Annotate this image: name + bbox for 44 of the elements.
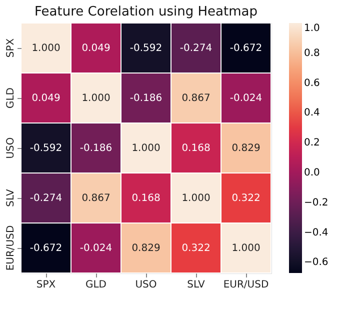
chart-title: Feature Corelation using Heatmap [34,4,258,20]
data-label: 0.049 [82,43,110,54]
y-tick-label: GLD [6,87,16,109]
y-tick-label: USO [6,137,16,159]
data-label: -0.592 [30,143,62,154]
data-label: -0.024 [230,93,262,104]
color-bar-label: 0.6 [304,78,320,89]
data-label: 0.867 [82,193,110,204]
y-tick-label: SLV [6,189,16,207]
x-tick-label: SPX [36,280,56,290]
color-bar-label: −0.6 [304,257,328,268]
data-label: 0.322 [182,243,210,254]
color-bar-label: −0.2 [304,197,328,208]
data-label: -0.274 [180,43,212,54]
color-bar-label: 1.0 [304,23,320,34]
x-tick-label: USO [135,280,157,290]
data-label: 1.000 [32,43,60,54]
data-label: 1.000 [232,243,260,254]
data-label: -0.186 [130,93,162,104]
color-bar-label: 0.8 [304,48,320,59]
x-tick-label: EUR/USD [223,280,269,290]
data-label: 1.000 [82,93,110,104]
data-label: 0.168 [182,143,210,154]
color-bar-label: −0.4 [304,227,328,238]
data-label: 0.829 [232,143,260,154]
color-bar-label: 0.2 [304,138,320,149]
data-label: -0.672 [230,43,262,54]
color-bar-label: 0.4 [304,108,320,119]
data-label: 0.049 [32,93,60,104]
data-label: -0.672 [30,243,62,254]
data-label: -0.274 [30,193,62,204]
data-label: 1.000 [132,143,160,154]
data-label: 0.168 [132,193,160,204]
data-label: 0.867 [182,93,210,104]
data-label: 0.829 [132,243,160,254]
x-tick-label: GLD [85,280,107,290]
data-label: -0.024 [80,243,112,254]
y-tick-label: SPX [6,38,16,58]
x-tick-label: SLV [187,280,205,290]
data-label: 1.000 [182,193,210,204]
data-label: -0.186 [80,143,112,154]
color-bar-label: 0.0 [304,168,320,179]
data-label: -0.592 [130,43,162,54]
data-label: 0.322 [232,193,260,204]
